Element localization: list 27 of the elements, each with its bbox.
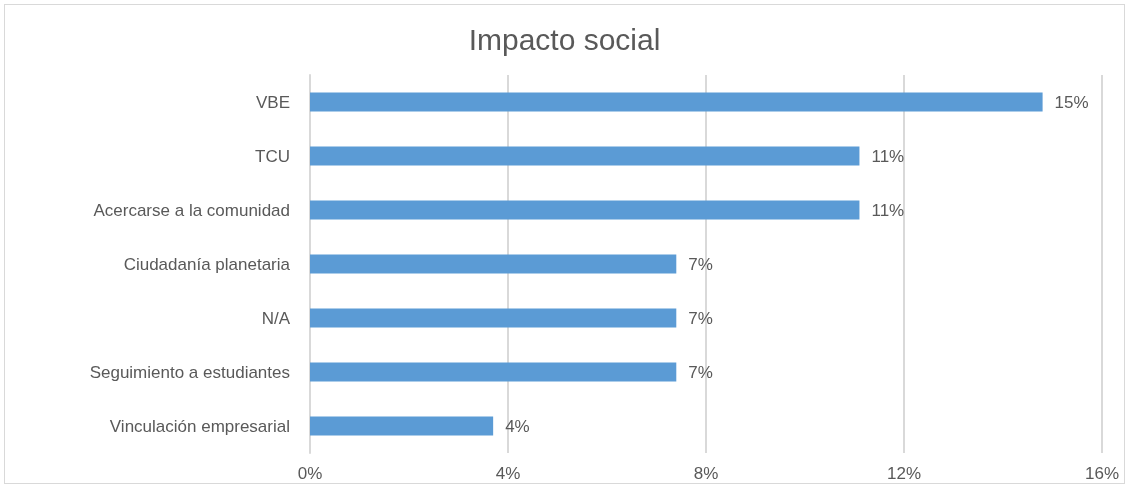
bar (310, 308, 677, 328)
x-tick-label: 12% (886, 464, 922, 483)
y-tick-label: TCU (255, 146, 290, 166)
data-label: 11% (871, 200, 905, 220)
data-label: 4% (505, 416, 530, 436)
y-tick-label: Vinculación empresarial (109, 416, 290, 436)
chart-title: Impacto social (468, 22, 661, 56)
bar (310, 92, 1043, 112)
bar (310, 146, 860, 166)
x-tick-label: 4% (495, 464, 521, 483)
x-tick-label: 8% (693, 464, 719, 483)
bar (310, 254, 677, 274)
bar (310, 200, 860, 220)
data-label: 7% (688, 254, 713, 274)
data-label: 7% (688, 362, 713, 382)
y-tick-label: Seguimiento a estudiantes (89, 362, 290, 382)
x-tick-label: 0% (297, 464, 323, 483)
data-label: 15% (1054, 92, 1089, 112)
x-tick-label: 16% (1084, 464, 1120, 483)
bar (310, 416, 494, 436)
y-tick-label: VBE (255, 92, 290, 112)
bar (310, 362, 677, 382)
y-tick-label: N/A (261, 308, 291, 328)
data-label: 7% (688, 308, 713, 328)
data-label: 11% (871, 146, 905, 166)
y-tick-label: Acercarse a la comunidad (93, 200, 290, 220)
y-tick-label: Ciudadanía planetaria (123, 254, 291, 274)
